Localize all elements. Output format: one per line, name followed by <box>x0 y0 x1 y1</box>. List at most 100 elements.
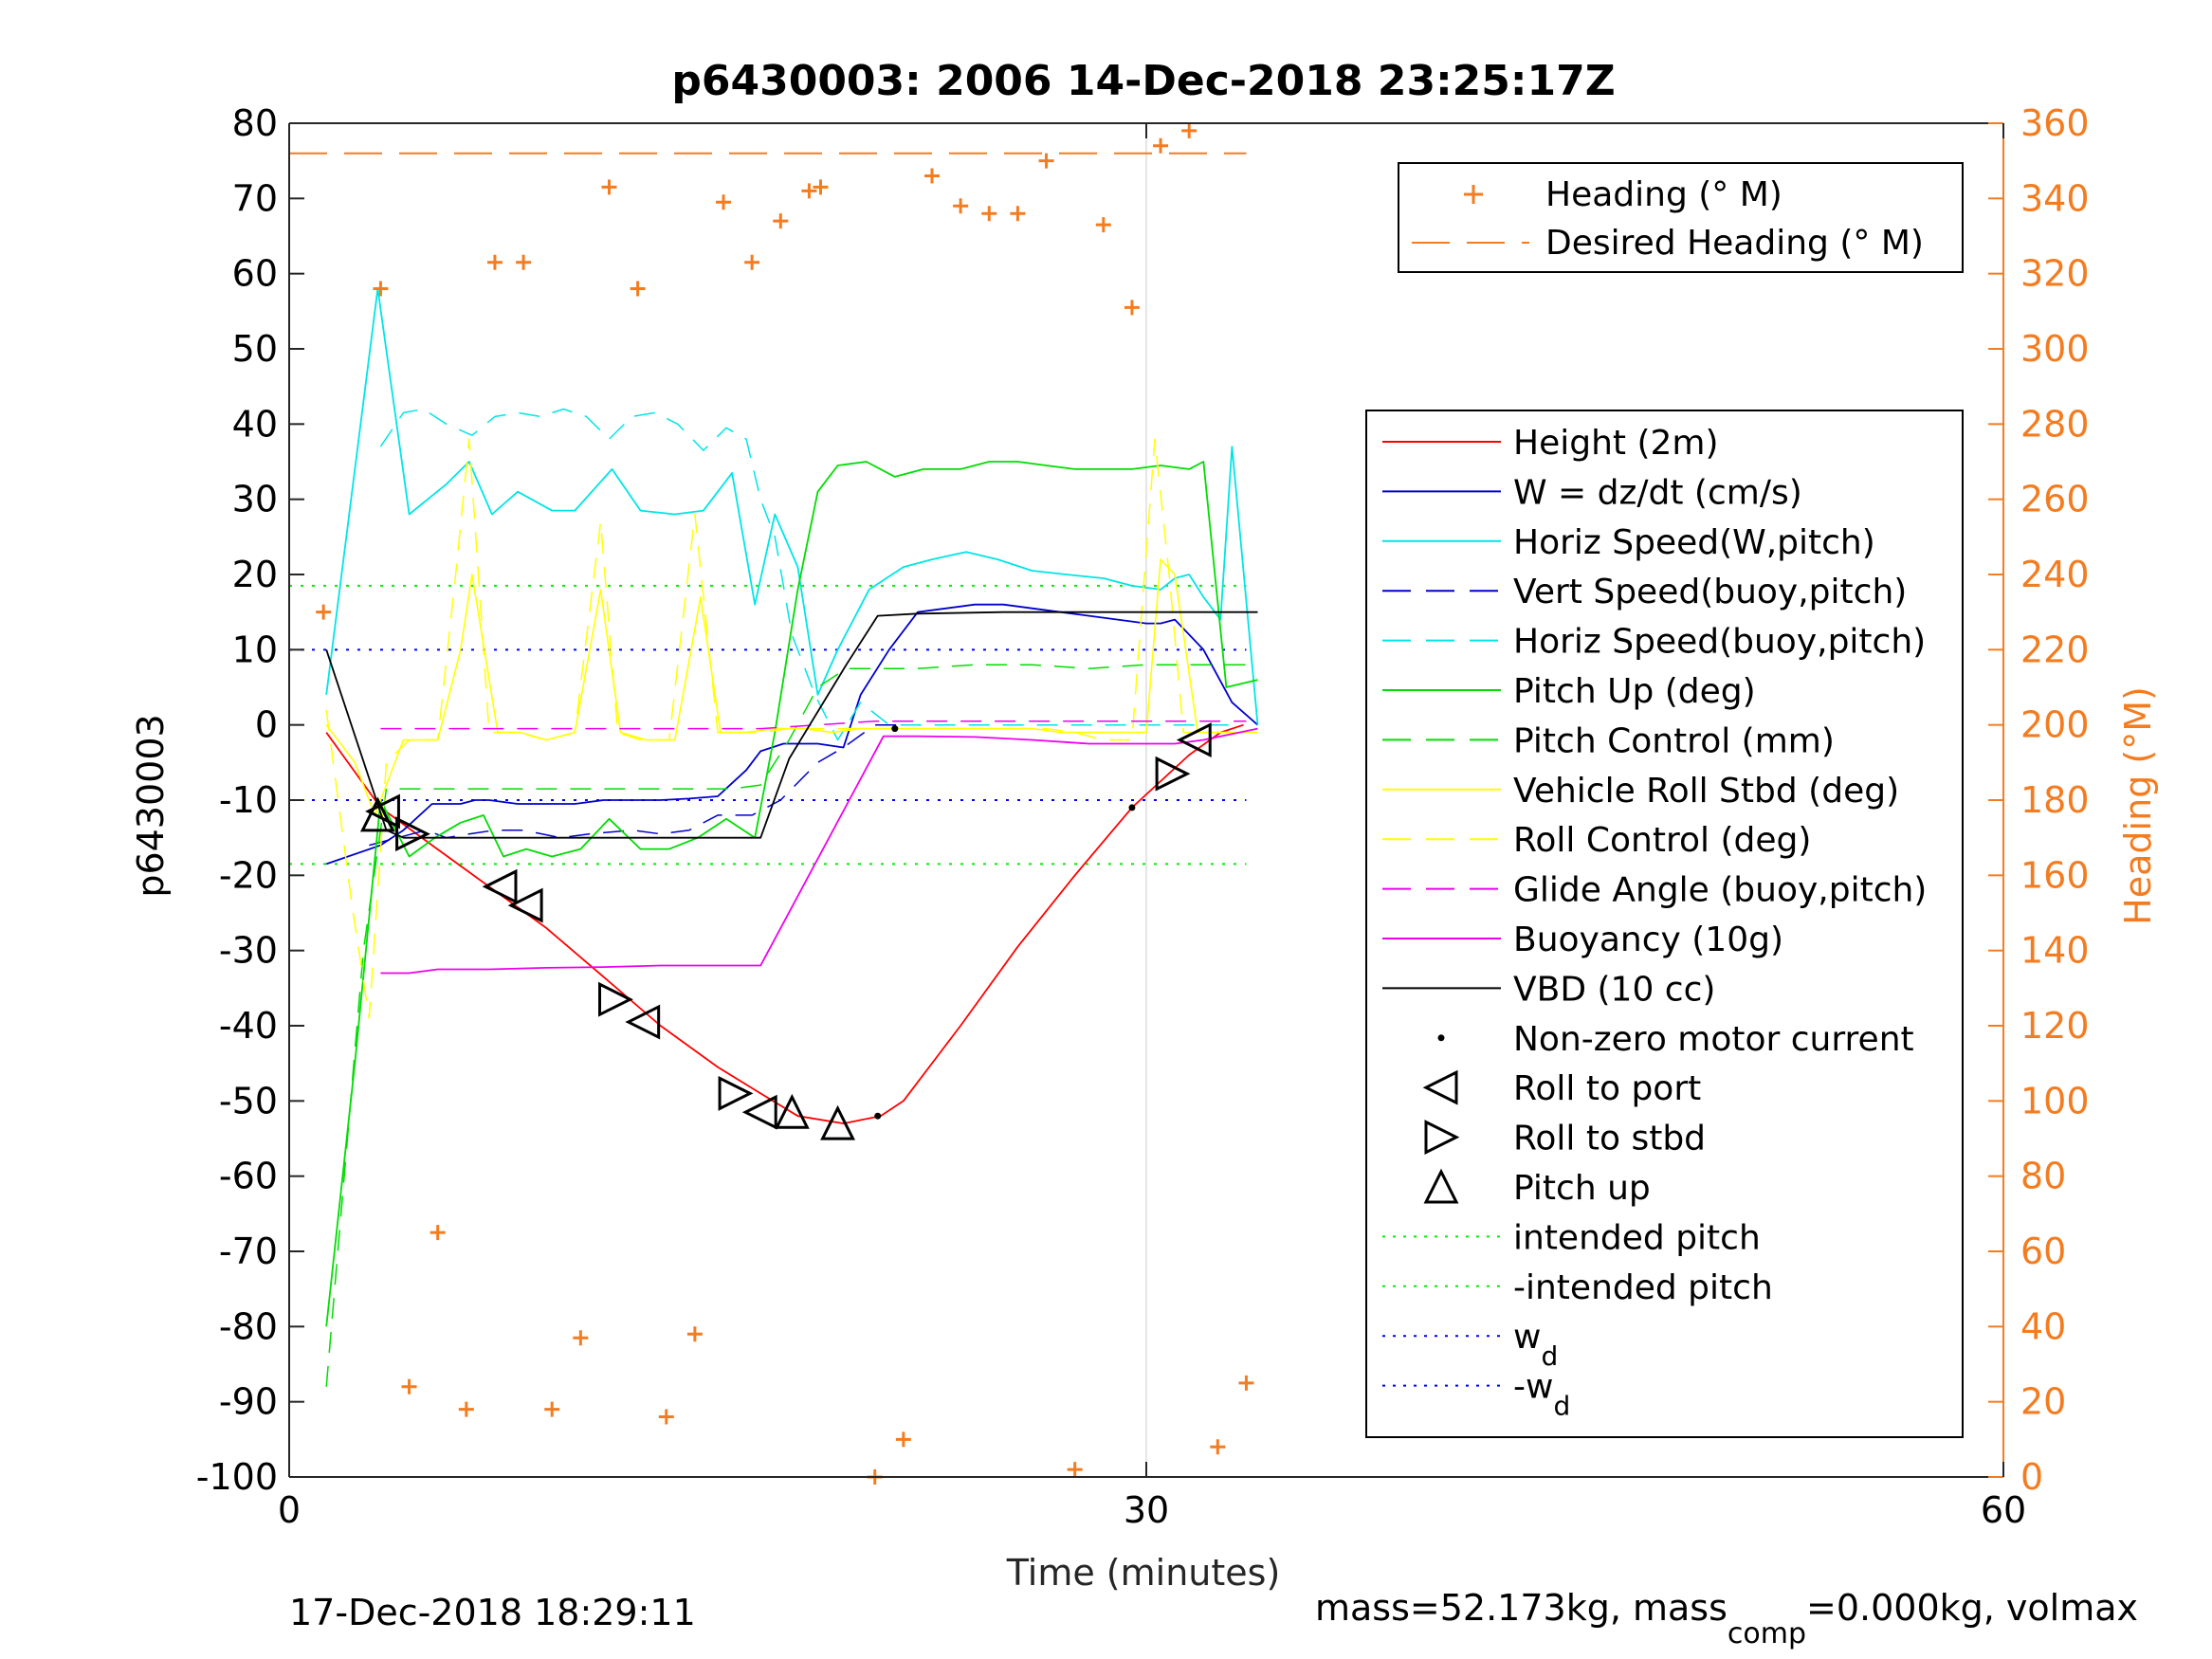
legend-intended-pitch-16-label: intended pitch <box>1513 1218 1761 1257</box>
y-tick-label-0: 0 <box>255 704 278 746</box>
roll-port-marker-3 <box>625 1004 661 1040</box>
y2-tick-label-300: 300 <box>2020 328 2090 370</box>
heading-point-15 <box>773 213 789 229</box>
x-tick-label-30: 30 <box>1124 1489 1169 1531</box>
y2-tick-label-340: 340 <box>2020 177 2090 219</box>
heading-point-8 <box>573 1330 589 1346</box>
legend-vert-speed-buoy-pitch-3-label: Vert Speed(buoy,pitch) <box>1513 573 1907 611</box>
series-roll-control-deg <box>325 438 1258 1019</box>
heading-point-31 <box>1238 1375 1254 1391</box>
legend-roll-to-port-13-swatch <box>1422 1069 1458 1105</box>
roll-stbd-marker-2 <box>718 1075 754 1111</box>
heading-series <box>316 122 1254 1485</box>
legend-w-d-19-label: -wd <box>1513 1368 1570 1422</box>
heading-point-9 <box>601 179 617 195</box>
heading-point-22 <box>981 206 997 222</box>
legend-non-zero-motor-current-12-swatch <box>1437 1034 1445 1042</box>
pitch-up-marker-2 <box>820 1104 855 1140</box>
legend-pitch-up-deg-5-label: Pitch Up (deg) <box>1513 672 1756 711</box>
y-tick-label--80: -80 <box>219 1305 278 1347</box>
legend-buoyancy-10g-10-label: Buoyancy (10g) <box>1513 921 1783 959</box>
legend-roll-to-stbd-14-swatch <box>1424 1120 1460 1156</box>
heading-point-10 <box>630 281 646 297</box>
legend-desired-heading-label: Desired Heading (° M) <box>1545 224 1924 263</box>
heading-point-20 <box>924 168 940 184</box>
legend-heading-label: Heading (° M) <box>1545 175 1782 214</box>
legend-heading: Heading (° M) Desired Heading (° M) <box>1398 162 1964 273</box>
heading-point-5 <box>486 254 503 270</box>
legend-vbd-10-cc-11-label: VBD (10 cc) <box>1513 970 1715 1009</box>
heading-point-4 <box>458 1401 474 1417</box>
y2-tick-label-160: 160 <box>2020 854 2090 896</box>
roll-port-marker-1 <box>482 868 518 904</box>
y2-tick-label-140: 140 <box>2020 930 2090 972</box>
x-tick-label-0: 0 <box>278 1489 301 1531</box>
y2-tick-label-60: 60 <box>2020 1231 2066 1272</box>
heading-point-6 <box>516 254 532 270</box>
heading-point-27 <box>1124 300 1140 316</box>
y-tick-label-30: 30 <box>232 479 278 520</box>
y2-tick-label-180: 180 <box>2020 779 2090 821</box>
y2-tick-label-320: 320 <box>2020 253 2090 295</box>
legend-pitch-up-15-swatch <box>1423 1168 1459 1204</box>
legend-roll-control-deg-8-label: Roll Control (deg) <box>1513 821 1811 860</box>
footer-mass-a: mass=52.173kg, mass <box>1315 1587 1728 1629</box>
heading-point-30 <box>1210 1439 1226 1455</box>
heading-point-13 <box>716 194 732 210</box>
y-tick-label-10: 10 <box>232 629 278 670</box>
legend-roll-to-port-13-label: Roll to port <box>1513 1069 1701 1108</box>
legend-pitch-control-mm-6-label: Pitch Control (mm) <box>1513 721 1835 760</box>
heading-point-25 <box>1067 1462 1083 1478</box>
y-tick-label--60: -60 <box>219 1156 278 1197</box>
y2-tick-label-80: 80 <box>2020 1156 2066 1197</box>
roll-port-marker-4 <box>741 1094 777 1130</box>
legend-main-box <box>1365 410 1964 1438</box>
legend-glide-angle-buoy-pitch-9-label: Glide Angle (buoy,pitch) <box>1513 871 1927 910</box>
y-tick-label--20: -20 <box>219 854 278 896</box>
y-tick-label-60: 60 <box>232 253 278 295</box>
legend-horiz-speed-buoy-pitch-4-label: Horiz Speed(buoy,pitch) <box>1513 623 1926 662</box>
footer-date: 17-Dec-2018 18:29:11 <box>289 1592 696 1633</box>
y2-tick-label-280: 280 <box>2020 403 2090 445</box>
series-pitch-control-mm <box>325 664 1258 1387</box>
y2-tick-label-360: 360 <box>2020 102 2090 144</box>
heading-point-3 <box>430 1225 446 1241</box>
footer-mass-b: =0.000kg, volmax <box>1806 1587 2138 1629</box>
heading-point-26 <box>1095 217 1111 233</box>
y-axis-label: p6430003 <box>130 714 172 897</box>
heading-point-24 <box>1038 153 1054 169</box>
x-axis-label: Time (minutes) <box>1006 1552 1281 1594</box>
heading-point-7 <box>544 1401 560 1417</box>
roll-port-marker-2 <box>507 887 543 923</box>
series-group <box>325 287 1259 1387</box>
y-tick-label--70: -70 <box>219 1231 278 1272</box>
heading-point-1 <box>373 281 389 297</box>
heading-point-12 <box>686 1326 703 1342</box>
x-tick-label-60: 60 <box>1981 1489 2026 1531</box>
y-tick-label--100: -100 <box>196 1456 278 1498</box>
heading-point-29 <box>1181 122 1197 138</box>
heading-point-2 <box>401 1378 417 1395</box>
roll-stbd-marker-1 <box>598 981 633 1017</box>
heading-point-28 <box>1153 137 1169 154</box>
y-tick-label--90: -90 <box>219 1381 278 1423</box>
y2-tick-label-240: 240 <box>2020 554 2090 595</box>
y2-tick-label-260: 260 <box>2020 479 2090 520</box>
footer-mass-sub: comp <box>1728 1617 1806 1650</box>
legend-heading-plus-icon <box>1464 185 1483 204</box>
reference-lines <box>289 152 1247 866</box>
y2-tick-label-0: 0 <box>2020 1456 2043 1498</box>
legend-roll-to-stbd-14-label: Roll to stbd <box>1513 1120 1706 1158</box>
y-tick-label-20: 20 <box>232 554 278 595</box>
legend-height-2m-0-label: Height (2m) <box>1513 424 1719 463</box>
y2-tick-label-20: 20 <box>2020 1381 2066 1423</box>
pitch-up-marker-1 <box>774 1093 810 1129</box>
heading-point-16 <box>801 183 817 199</box>
footer-mass: mass=52.173kg, masscomp=0.000kg, volmax <box>1315 1587 2138 1650</box>
motor-current-dot-0 <box>874 1112 882 1120</box>
legend-horiz-speed-w-pitch-2-label: Horiz Speed(W,pitch) <box>1513 523 1875 562</box>
y2-tick-label-40: 40 <box>2020 1305 2066 1347</box>
y-tick-label--10: -10 <box>219 779 278 821</box>
motor-current-dot-2 <box>1128 804 1136 811</box>
